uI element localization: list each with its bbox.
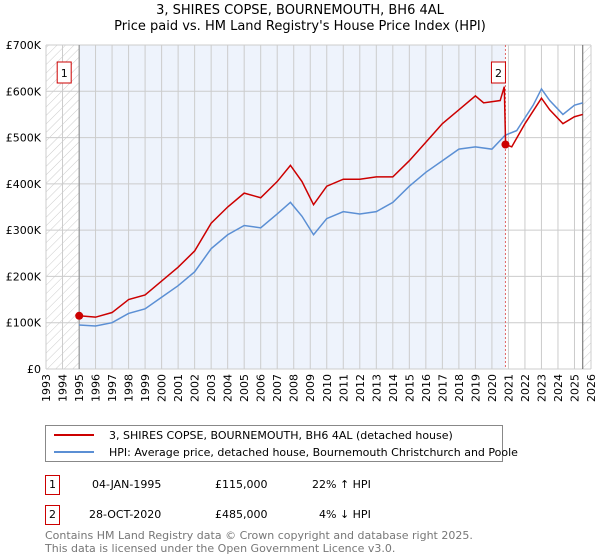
x-tick-label: 2021 [502, 374, 515, 402]
sale-date: 04-JAN-1995 [92, 478, 162, 491]
x-tick-label: 2010 [321, 374, 334, 402]
sale-badge: 1 [45, 475, 60, 495]
x-tick-label: 1996 [90, 374, 103, 402]
chart-title: 3, SHIRES COPSE, BOURNEMOUTH, BH6 4AL [156, 3, 444, 18]
x-tick-label: 2012 [354, 374, 367, 402]
x-tick-label: 1993 [40, 374, 53, 402]
x-tick-label: 2000 [156, 374, 169, 402]
x-tick-label: 2023 [535, 374, 548, 402]
sale-annotation-box [56, 61, 72, 84]
x-tick-label: 1998 [123, 374, 136, 402]
legend-label: HPI: Average price, detached house, Bour… [109, 445, 518, 459]
x-tick-label: 2024 [552, 374, 565, 402]
ownership-shading [79, 45, 506, 369]
footer: Contains HM Land Registry data © Crown c… [45, 529, 473, 555]
x-tick-label: 2004 [222, 374, 235, 402]
x-tick-label: 2011 [337, 374, 350, 402]
footer-line: This data is licensed under the Open Gov… [45, 542, 396, 555]
sale-annotation-label: 2 [495, 67, 502, 80]
x-tick-label: 2019 [469, 374, 482, 402]
x-tick-label: 2005 [238, 374, 251, 402]
x-tick-label: 2014 [387, 374, 400, 402]
x-tick-label: 2015 [403, 374, 416, 402]
y-tick-label: £400K [6, 178, 42, 191]
x-tick-label: 2025 [568, 374, 581, 402]
chart-subtitle: Price paid vs. HM Land Registry's House … [114, 19, 486, 34]
legend: 3, SHIRES COPSE, BOURNEMOUTH, BH6 4AL (d… [45, 425, 518, 462]
x-tick-label: 1995 [73, 374, 86, 402]
y-tick-label: £0 [27, 363, 41, 376]
sale-hpi-diff: 4% ↓ HPI [319, 508, 371, 521]
sale-marker [75, 311, 84, 320]
x-tick-label: 2017 [436, 374, 449, 402]
x-tick-label: 1994 [57, 374, 70, 402]
y-tick-label: £100K [6, 317, 42, 330]
x-tick-label: 2002 [189, 374, 202, 402]
y-tick-label: £700K [6, 39, 42, 52]
x-tick-label: 2016 [420, 374, 433, 402]
y-tick-label: £300K [6, 224, 42, 237]
footer-line: Contains HM Land Registry data © Crown c… [45, 529, 473, 542]
plot-area: 1993 1994 1995 1996 1997 1998 1999 2000 2001 2002… [6, 39, 598, 402]
x-tick-label: 2022 [519, 374, 532, 402]
legend-label: 3, SHIRES COPSE, BOURNEMOUTH, BH6 4AL (d… [109, 428, 453, 442]
x-tick-label: 2018 [453, 374, 466, 402]
sale-annotation-label: 1 [61, 67, 68, 80]
x-tick-label: 2026 [585, 374, 598, 402]
x-tick-label: 2001 [172, 374, 185, 402]
series-line-hpi [78, 87, 583, 327]
sale-price: £485,000 [215, 508, 268, 521]
x-tick-label: 2003 [205, 374, 218, 402]
x-tick-label: 2008 [288, 374, 301, 402]
sale-annotation-box [490, 61, 506, 84]
x-tick-label: 2009 [304, 374, 317, 402]
legend-item-hpi: HPI: Average price, detached house, Bour… [54, 444, 518, 460]
y-tick-label: £200K [6, 270, 42, 283]
sale-badge: 2 [45, 505, 60, 525]
series-line-property [78, 86, 583, 318]
sale-hpi-diff: 22% ↑ HPI [312, 478, 371, 491]
y-tick-label: £600K [6, 85, 42, 98]
sale-date: 28-OCT-2020 [89, 508, 162, 521]
legend-item-property: 3, SHIRES COPSE, BOURNEMOUTH, BH6 4AL (d… [54, 427, 453, 443]
y-tick-label: £500K [6, 132, 42, 145]
x-tick-label: 2007 [271, 374, 284, 402]
sale-marker [501, 140, 510, 149]
x-tick-label: 1997 [106, 374, 119, 402]
sale-price: £115,000 [215, 478, 268, 491]
x-tick-label: 2013 [370, 374, 383, 402]
x-tick-label: 1999 [139, 374, 152, 402]
x-tick-label: 2006 [255, 374, 268, 402]
x-tick-label: 2020 [486, 374, 499, 402]
post-data-hatch [582, 45, 591, 369]
